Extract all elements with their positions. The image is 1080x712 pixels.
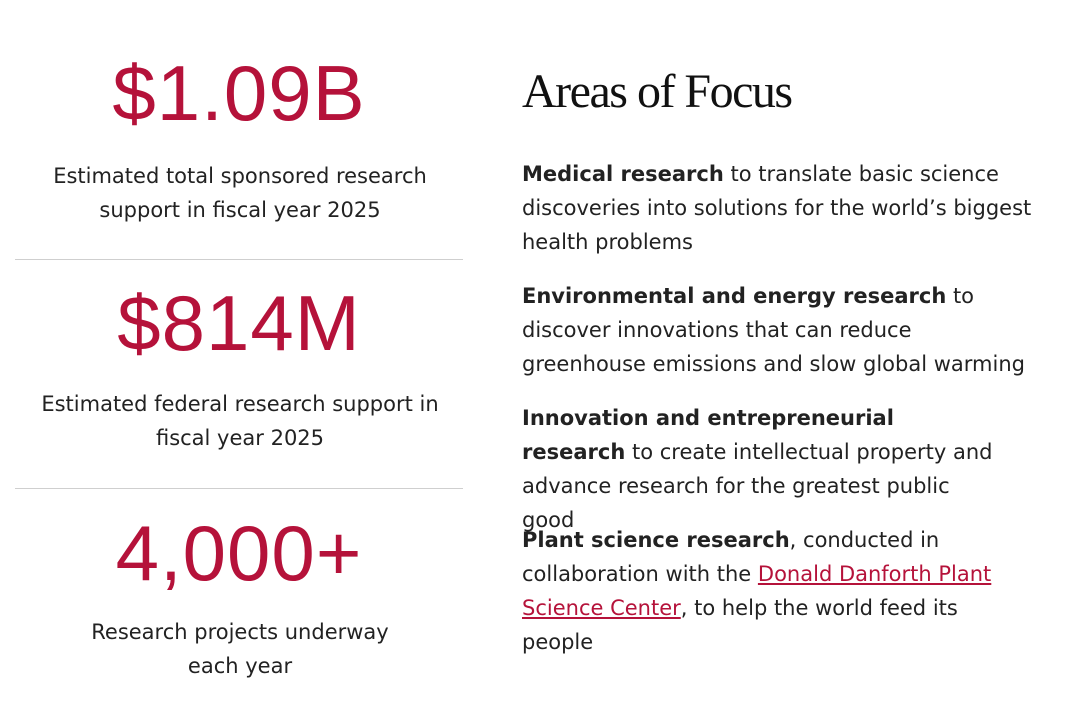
divider <box>15 259 463 260</box>
stat-value: $814M <box>117 279 361 367</box>
focus-text: to translate basic science discoveries i… <box>522 162 1032 254</box>
focus-link[interactable]: Donald Danforth Plant Science Center <box>522 562 992 620</box>
divider <box>15 488 463 489</box>
focus-item: Medical research to translate basic scie… <box>522 157 1037 259</box>
section-title: Areas of Focus <box>522 65 793 118</box>
stat-label: Estimated federal research support in fi… <box>41 392 439 450</box>
focus-text: to create intellectual property and adva… <box>522 440 993 532</box>
focus-item: Environmental and energy research to dis… <box>522 279 1037 381</box>
focus-lead: Plant science research <box>522 528 790 552</box>
focus-text: , to help the world feed its people <box>522 596 958 654</box>
focus-item: Innovation and entrepreneurial research … <box>522 401 1002 537</box>
stat-value: $1.09B <box>112 49 366 137</box>
stat-label: Research projects underway each year <box>91 620 389 678</box>
stat-label: Estimated total sponsored research suppo… <box>53 164 427 222</box>
focus-item: Plant science research, conducted in col… <box>522 523 1012 659</box>
focus-text: to discover innovations that can reduce … <box>522 284 1025 376</box>
focus-lead: Medical research <box>522 162 724 186</box>
focus-lead: Environmental and energy research <box>522 284 947 308</box>
focus-lead: Innovation and entrepreneurial research <box>522 406 894 464</box>
stat-value: 4,000+ <box>115 509 363 597</box>
focus-text: , conducted in collaboration with the <box>522 528 940 586</box>
